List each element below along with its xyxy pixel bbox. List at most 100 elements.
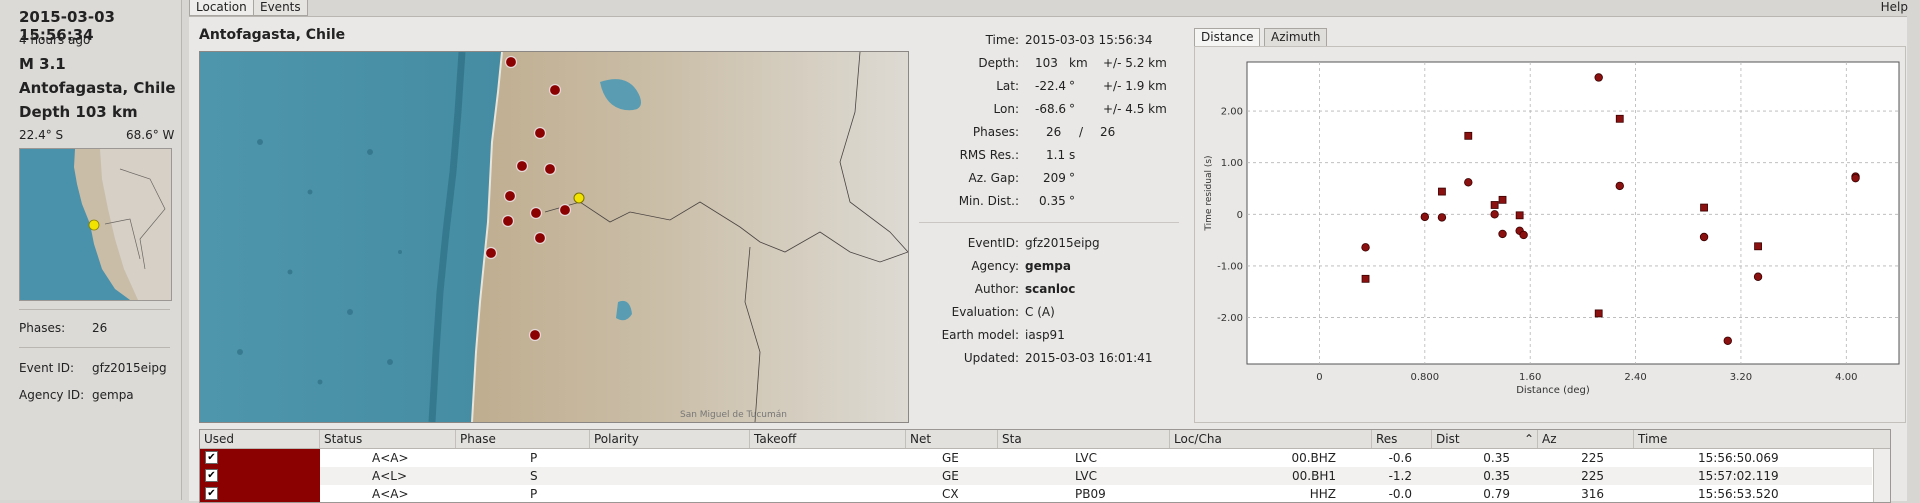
residual-circle-point	[1615, 181, 1624, 191]
residual-circle-point	[1361, 243, 1370, 252]
rms-label: RMS Res.:	[959, 148, 1019, 162]
azgap-value: 209	[1043, 171, 1066, 185]
cell-time: 15:57:02.119	[1698, 469, 1779, 483]
column-header-dist[interactable]: Dist ⌃	[1432, 430, 1538, 448]
map-attribution: San Miguel de Tucumán	[680, 410, 787, 420]
used-checkbox[interactable]: ✔	[205, 487, 218, 500]
cell-dist: 0.35	[1483, 451, 1510, 465]
cell-net: GE	[942, 451, 959, 465]
column-header-res[interactable]: Res	[1372, 430, 1432, 448]
column-header-dist-label: Dist	[1436, 432, 1460, 446]
rms-unit: s	[1069, 148, 1076, 162]
residual-circle-point	[1851, 173, 1860, 183]
tab-events[interactable]: Events	[253, 0, 308, 16]
sidebar-divider	[19, 347, 170, 348]
used-checkbox[interactable]: ✔	[205, 451, 218, 464]
residual-square-point	[1490, 201, 1499, 209]
column-header-polarity[interactable]: Polarity	[590, 430, 750, 448]
tab-distance[interactable]: Distance	[1194, 28, 1261, 47]
event-map[interactable]: San Miguel de Tucumán	[199, 51, 909, 423]
lon-unit: °	[1069, 102, 1075, 116]
eventid-value: gfz2015eipg	[1025, 236, 1100, 250]
event-depth: Depth 103 km	[19, 103, 138, 121]
station-marker-icon	[503, 189, 517, 203]
residual-circle-point	[1594, 73, 1603, 82]
tab-location[interactable]: Location	[189, 0, 254, 16]
table-row[interactable]: ✔ A<A> P CX PB09 HHZ -0.0 0.79 316 15:56…	[200, 485, 1872, 502]
lat-unit: °	[1069, 79, 1075, 93]
column-header-used[interactable]: Used	[200, 430, 320, 448]
used-cell: ✔	[200, 485, 320, 502]
cell-sta: LVC	[1075, 451, 1097, 465]
epicenter-marker-icon	[573, 192, 585, 204]
used-checkbox[interactable]: ✔	[205, 469, 218, 482]
rms-value: 1.1	[1046, 148, 1066, 162]
tab-azimuth[interactable]: Azimuth	[1264, 28, 1328, 47]
residual-plot-panel: 0 0.800 1.60 2.40 3.20 4.00 -2.00 -1.00 0 1.00 2.0…	[1194, 46, 1906, 423]
info-divider	[919, 222, 1179, 223]
station-marker-icon	[515, 159, 529, 173]
event-lat: 22.4° S	[19, 128, 64, 142]
column-header-net[interactable]: Net	[906, 430, 998, 448]
residual-circle-point	[1519, 230, 1528, 240]
residual-square-point	[1594, 309, 1603, 318]
residual-circle-point	[1753, 272, 1763, 281]
cell-net: GE	[942, 469, 959, 483]
sidebar-divider	[19, 309, 170, 310]
depth-unit: km	[1069, 56, 1088, 70]
residual-square-point	[1464, 131, 1473, 140]
author-value: scanloc	[1025, 282, 1076, 296]
station-marker-icon	[501, 214, 515, 228]
table-scrollbar[interactable]	[1873, 449, 1890, 502]
station-marker-icon	[548, 83, 562, 97]
azgap-unit: °	[1069, 171, 1075, 185]
event-datetime: 2015-03-03 15:56:34	[19, 8, 115, 44]
y-tick-label: 2.00	[1221, 107, 1243, 118]
column-header-status[interactable]: Status	[320, 430, 456, 448]
cell-loccha: 00.BH1	[1292, 469, 1336, 483]
lon-label: Lon:	[993, 102, 1019, 116]
station-marker-icon	[533, 126, 547, 140]
table-row[interactable]: ✔ A<L> S GE LVC 00.BH1 -1.2 0.35 225 15:…	[200, 467, 1872, 485]
location-view: Antofagasta, Chile	[189, 16, 1907, 503]
cell-time: 15:56:53.520	[1698, 487, 1779, 501]
cell-phase: P	[530, 451, 538, 465]
table-row[interactable]: ✔ A<A> P GE LVC 00.BHZ -0.6 0.35 225 15:…	[200, 449, 1872, 467]
cell-az: 225	[1581, 451, 1604, 465]
cell-phase: S	[530, 469, 538, 483]
agency-label: Agency:	[971, 259, 1019, 273]
overview-map[interactable]	[19, 148, 172, 301]
y-axis-label: Time residual (s)	[1204, 155, 1214, 231]
mindist-unit: °	[1069, 194, 1075, 208]
cell-res: -0.0	[1388, 487, 1412, 501]
y-tick-label: -1.00	[1217, 261, 1243, 272]
eventid-label: EventID:	[967, 236, 1019, 250]
x-axis-label: Distance (deg)	[1516, 385, 1590, 396]
column-header-takeoff[interactable]: Takeoff	[750, 430, 906, 448]
arrivals-table: Used Status Phase Polarity Takeoff Net S…	[199, 429, 1891, 503]
column-header-time[interactable]: Time	[1638, 432, 1668, 446]
lon-uncertainty: +/- 4.5 km	[1103, 102, 1167, 116]
cell-dist: 0.79	[1483, 487, 1510, 501]
column-header-az[interactable]: Az	[1538, 430, 1634, 448]
residual-square-point	[1498, 195, 1507, 204]
column-header-loccha[interactable]: Loc/Cha	[1170, 430, 1372, 448]
event-id-value: gfz2015eipg	[92, 361, 167, 375]
event-region: Antofagasta, Chile	[19, 79, 176, 97]
cell-status: A<L>	[372, 469, 408, 483]
column-header-sta[interactable]: Sta	[998, 430, 1170, 448]
column-header-phase[interactable]: Phase	[456, 430, 590, 448]
x-tick-label: 0	[1316, 372, 1322, 383]
x-tick-label: 0.800	[1410, 372, 1439, 383]
region-title: Antofagasta, Chile	[199, 27, 346, 43]
cell-loccha: 00.BHZ	[1291, 451, 1336, 465]
residual-scatter-plot[interactable]: 0 0.800 1.60 2.40 3.20 4.00 -2.00 -1.00 0 1.00 2.0…	[1195, 47, 1905, 422]
cell-sta: PB09	[1075, 487, 1106, 501]
help-menu[interactable]: Help	[1880, 0, 1908, 14]
table-header: Used Status Phase Polarity Takeoff Net S…	[200, 430, 1890, 449]
residual-square-point	[1615, 114, 1624, 123]
event-lon: 68.6° W	[126, 128, 175, 142]
cell-res: -1.2	[1388, 469, 1412, 483]
station-marker-icon	[484, 246, 498, 260]
station-marker-icon	[543, 162, 557, 176]
